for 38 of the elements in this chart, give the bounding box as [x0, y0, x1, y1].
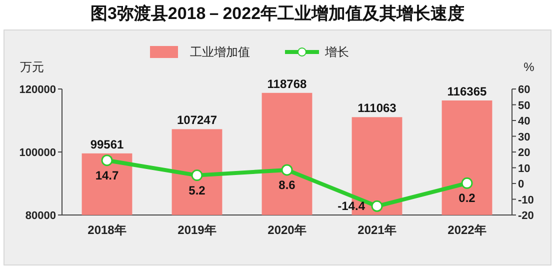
data-label: 118768	[267, 76, 308, 91]
y2-tick-label: 20	[518, 147, 530, 159]
y2-tick-label: -10	[518, 194, 534, 206]
x-tick-label: 2019年	[178, 223, 216, 237]
chart-title: 图3弥渡县2018－2022年工业增加值及其增长速度	[90, 4, 465, 23]
legend-label: 增长	[324, 45, 349, 59]
y-tick-label: 100000	[19, 147, 56, 159]
legend-label: 工业增加值	[190, 45, 250, 59]
point	[191, 170, 203, 182]
data-label: 116365	[447, 84, 488, 98]
point	[461, 177, 473, 189]
point	[101, 154, 113, 166]
x-tick-label: 2021年	[358, 223, 396, 237]
y2-tick-label: -20	[518, 210, 534, 222]
data-label: 14.7	[95, 168, 119, 182]
data-label: -14.4	[338, 199, 366, 214]
y2-tick-label: 10	[518, 162, 530, 175]
data-label: 5.2	[188, 183, 206, 198]
y2-tick-label: 30	[518, 131, 530, 144]
data-label: 0.2	[458, 191, 476, 206]
y2-tick-label: 40	[518, 116, 530, 128]
point	[371, 200, 383, 212]
y-axis-title: 万元	[20, 60, 44, 74]
point	[281, 164, 293, 176]
y2-tick-label: 0	[518, 178, 524, 190]
y-tick-label: 80000	[25, 210, 56, 222]
x-tick-label: 2018年	[88, 223, 126, 237]
data-label: 111063	[358, 101, 397, 116]
y2-tick-label: 60	[518, 84, 530, 96]
x-tick-label: 2020年	[268, 223, 306, 237]
x-tick-label: 2022年	[448, 223, 486, 237]
data-label: 8.6	[278, 178, 296, 192]
y2-axis-title: %	[524, 60, 535, 74]
data-label: 107247	[176, 113, 218, 128]
y2-tick-label: 50	[518, 100, 530, 112]
data-label: 99561	[90, 137, 124, 152]
y-tick-label: 120000	[19, 84, 56, 96]
增长: 14.7 5.2 8.6 -14.4 0.2	[95, 154, 476, 214]
